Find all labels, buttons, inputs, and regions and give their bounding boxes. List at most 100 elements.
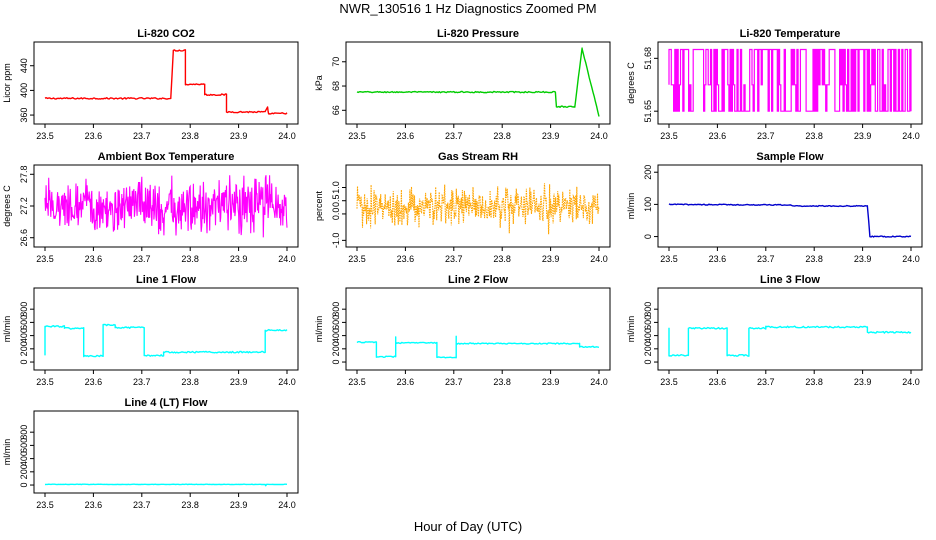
figure-xlabel: Hour of Day (UTC) — [414, 519, 522, 534]
panel-line-4-lt-flow: Line 4 (LT) Flow ml/min 23.5 23.6 23.7 23.8 23… — [2, 397, 299, 510]
series-line — [44, 49, 288, 115]
x-tick-label: 23.9 — [230, 254, 248, 264]
y-tick-label: -1.0 — [331, 233, 341, 249]
x-tick-label: 23.9 — [854, 131, 872, 141]
x-tick-label: 24.0 — [590, 377, 608, 387]
panel-line-3-flow: Line 3 Flow ml/min 23.5 23.6 23.7 23.8 23.9 24.… — [626, 274, 923, 387]
panel-title: Gas Stream RH — [438, 151, 518, 163]
y-tick-label: 0 — [643, 359, 653, 364]
plot-frame — [33, 41, 299, 125]
y-tick-label: 0.0 — [331, 208, 341, 221]
y-axis-label: ml/min — [2, 316, 12, 343]
panel-li-820-temperature: Li-820 Temperature degrees C 23.5 23.6 23.7 2… — [626, 28, 923, 141]
data-series — [356, 47, 600, 117]
panel-title: Line 1 Flow — [136, 274, 196, 286]
data-series — [44, 175, 288, 238]
x-tick-label: 23.7 — [133, 131, 151, 141]
x-tick-label: 23.9 — [230, 500, 248, 510]
x-tick-label: 23.8 — [493, 254, 511, 264]
y-axis-label: Licor ppm — [2, 63, 12, 103]
x-tick-label: 23.7 — [757, 377, 775, 387]
y-axis-label: degrees C — [2, 185, 12, 227]
y-tick-label: 400 — [19, 328, 29, 343]
plot-frame — [345, 41, 611, 125]
x-tick-label: 24.0 — [278, 131, 296, 141]
x-tick-label: 23.7 — [757, 254, 775, 264]
y-axis-label: ml/min — [626, 193, 636, 220]
x-tick-label: 23.5 — [348, 131, 366, 141]
y-tick-label: 0.5 — [331, 194, 341, 207]
y-tick-label: 600 — [643, 315, 653, 330]
x-tick-label: 23.9 — [542, 254, 560, 264]
x-tick-label: 23.8 — [493, 131, 511, 141]
data-series — [668, 203, 912, 238]
y-axis-label: ml/min — [314, 316, 324, 343]
series-line — [44, 175, 288, 238]
y-tick-label: 600 — [19, 438, 29, 453]
y-tick-label: 600 — [19, 315, 29, 330]
y-tick-label: 200 — [331, 341, 341, 356]
x-tick-label: 23.5 — [660, 131, 678, 141]
x-tick-label: 24.0 — [278, 377, 296, 387]
x-tick-label: 23.5 — [348, 254, 366, 264]
x-tick-label: 23.7 — [445, 377, 463, 387]
series-line — [44, 483, 288, 487]
y-tick-label: 600 — [331, 315, 341, 330]
y-tick-label: 26.6 — [19, 229, 29, 247]
x-tick-label: 23.9 — [854, 254, 872, 264]
y-tick-label: 400 — [19, 451, 29, 466]
x-tick-label: 23.6 — [85, 500, 103, 510]
x-tick-label: 24.0 — [902, 377, 920, 387]
panel-title: Line 4 (LT) Flow — [125, 397, 208, 409]
panel-ambient-box-temperature: Ambient Box Temperature degrees C 23.5 23.6… — [2, 151, 299, 264]
series-line — [356, 47, 600, 117]
x-tick-label: 23.9 — [542, 131, 560, 141]
data-series — [44, 323, 288, 358]
plot-frame — [657, 164, 923, 248]
y-tick-label: 0 — [331, 359, 341, 364]
panel-title: Sample Flow — [756, 151, 824, 163]
x-tick-label: 23.6 — [397, 254, 415, 264]
x-tick-label: 23.8 — [805, 377, 823, 387]
y-tick-label: 400 — [19, 83, 29, 98]
y-tick-label: 68 — [331, 81, 341, 91]
x-tick-label: 23.7 — [133, 500, 151, 510]
panel-title: Li-820 Pressure — [437, 28, 519, 40]
y-tick-label: 200 — [643, 341, 653, 356]
x-tick-label: 23.8 — [181, 131, 199, 141]
panel-li-820-co2: Li-820 CO2 Licor ppm 23.5 23.6 23.7 23.8 23.9 2… — [2, 28, 299, 141]
y-tick-label: 800 — [643, 302, 653, 317]
x-tick-label: 23.6 — [709, 131, 727, 141]
series-line — [356, 335, 600, 359]
panel-title: Li-820 Temperature — [740, 28, 841, 40]
plot-frame — [345, 287, 611, 371]
y-tick-label: 360 — [19, 108, 29, 123]
y-axis-label: ml/min — [626, 316, 636, 343]
data-series — [356, 335, 600, 359]
x-tick-label: 23.8 — [181, 254, 199, 264]
x-tick-label: 23.8 — [805, 131, 823, 141]
x-tick-label: 23.7 — [445, 254, 463, 264]
y-tick-label: 0 — [19, 359, 29, 364]
y-axis-label: kPa — [314, 75, 324, 91]
y-tick-label: 27.2 — [19, 197, 29, 215]
x-tick-label: 24.0 — [902, 131, 920, 141]
series-line — [356, 183, 600, 235]
y-axis-label: degrees C — [626, 62, 636, 104]
x-tick-label: 23.6 — [397, 377, 415, 387]
x-tick-label: 24.0 — [902, 254, 920, 264]
x-tick-label: 23.7 — [133, 377, 151, 387]
data-series — [356, 183, 600, 235]
y-tick-label: 800 — [19, 302, 29, 317]
panel-title: Line 2 Flow — [448, 274, 508, 286]
plot-frame — [33, 410, 299, 494]
y-tick-label: 1.0 — [331, 181, 341, 194]
x-tick-label: 23.5 — [36, 131, 54, 141]
plot-frame — [33, 287, 299, 371]
x-tick-label: 23.6 — [85, 377, 103, 387]
y-tick-label: 100 — [643, 197, 653, 212]
panel-line-1-flow: Line 1 Flow ml/min 23.5 23.6 23.7 23.8 23.9 24.… — [2, 274, 299, 387]
x-tick-label: 23.5 — [348, 377, 366, 387]
x-tick-label: 24.0 — [278, 254, 296, 264]
